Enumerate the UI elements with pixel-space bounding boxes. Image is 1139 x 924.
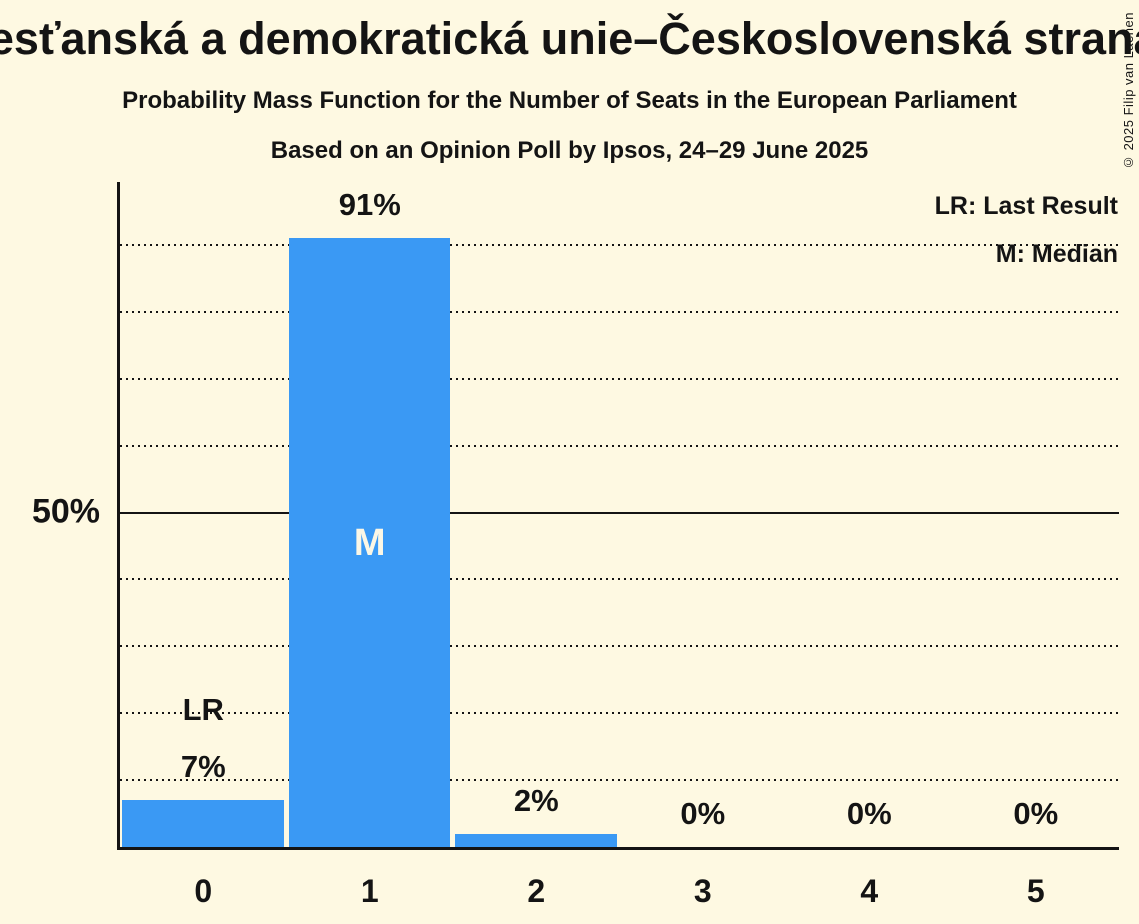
x-axis <box>117 847 1119 850</box>
last-result-label: LR <box>182 692 224 728</box>
gridline-60pct <box>120 444 1119 447</box>
legend: LR: Last Result M: Median <box>935 182 1118 278</box>
median-label: M <box>353 521 386 564</box>
gridline-20pct <box>120 712 1119 715</box>
x-tick-label: 4 <box>860 873 879 909</box>
x-tick-label: 1 <box>360 873 379 909</box>
x-tick-label: 2 <box>527 873 546 909</box>
chart-title: Křesťanská a demokratická unie–Českoslov… <box>0 13 1139 64</box>
y-axis <box>117 182 120 850</box>
y-axis-50pct-label: 50% <box>31 492 100 531</box>
bar-value-label: 0% <box>1013 796 1059 831</box>
gridline-10pct <box>120 779 1119 782</box>
bar-seats-1 <box>288 238 450 847</box>
legend-last-result: LR: Last Result <box>934 192 1118 220</box>
bar-value-label: 91% <box>338 187 401 223</box>
gridline-90pct <box>120 243 1119 246</box>
gridline-70pct <box>120 377 1119 380</box>
gridline-50pct <box>120 511 1119 514</box>
gridline-80pct <box>120 310 1119 313</box>
bar-value-label: 2% <box>513 782 559 818</box>
plot-area: 7% 0 91% 1 2% 2 0% 3 0% 4 0% 5 LR M <box>117 182 1119 909</box>
bar-value-label: 0% <box>680 796 726 831</box>
chart-subtitle: Probability Mass Function for the Number… <box>122 87 1017 114</box>
bar-seats-2 <box>455 833 617 847</box>
gridline-40pct <box>120 578 1119 581</box>
poll-info: Based on an Opinion Poll by Ipsos, 24–29… <box>270 137 869 164</box>
x-tick-label: 3 <box>693 873 712 909</box>
x-tick-label: 5 <box>1026 873 1045 909</box>
bar-value-label: 7% <box>180 749 226 785</box>
bar-seats-0 <box>122 800 284 847</box>
bar-value-label: 0% <box>846 796 892 831</box>
copyright-notice: © 2025 Filip van Laenen <box>1121 12 1136 171</box>
legend-median: M: Median <box>995 240 1118 268</box>
x-tick-label: 0 <box>194 873 213 909</box>
gridline-30pct <box>120 645 1119 648</box>
